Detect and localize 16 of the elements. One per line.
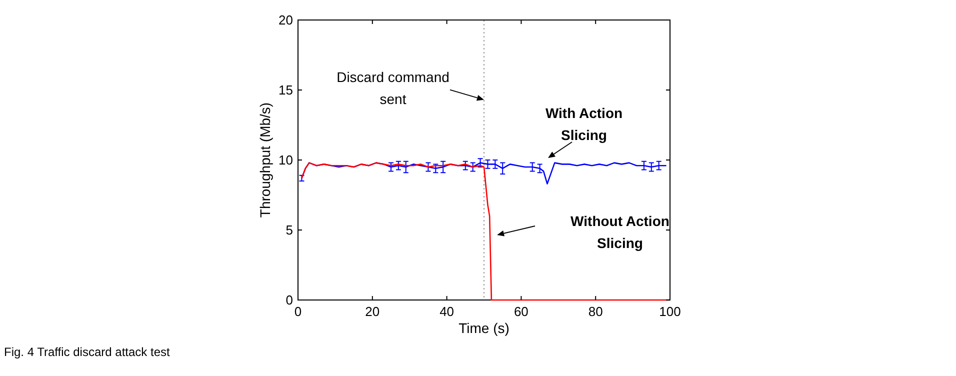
x-axis-title: Time (s) <box>458 320 510 336</box>
y-tick-label: 10 <box>278 152 293 168</box>
x-tick-label: 100 <box>659 304 681 319</box>
caption: Fig. 4 Traffic discard attack test <box>4 345 171 359</box>
annotation: With Action Slicing <box>545 105 623 143</box>
y-tick-label: 0 <box>286 292 293 308</box>
x-tick-label: 40 <box>440 304 454 319</box>
annotation: Without Action Slicing <box>570 213 670 251</box>
x-tick-label: 20 <box>365 304 380 319</box>
y-tick-label: 5 <box>286 222 293 238</box>
y-axis-title: Throughput (Mb/s) <box>257 102 273 218</box>
x-tick-label: 80 <box>588 304 603 319</box>
y-tick-label: 20 <box>278 12 293 28</box>
y-tick-label: 15 <box>278 82 293 98</box>
x-tick-label: 60 <box>514 304 528 319</box>
annotation: Discard command sent <box>336 68 450 107</box>
